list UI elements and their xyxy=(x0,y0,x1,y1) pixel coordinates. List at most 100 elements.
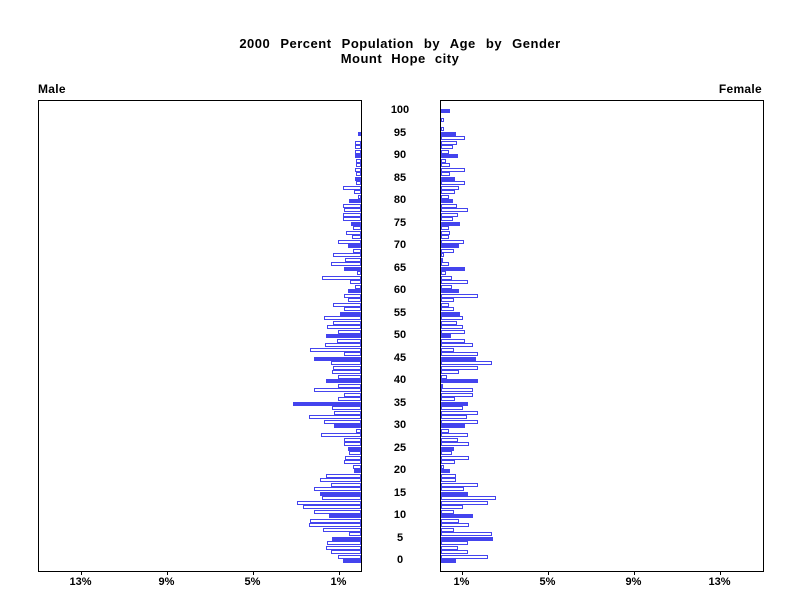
female-bar-age-36 xyxy=(441,397,456,401)
female-bar-age-76 xyxy=(441,217,453,221)
chart-subtitle: Mount Hope city xyxy=(340,51,460,66)
female-bar-age-60 xyxy=(441,289,460,293)
right-axis-tick-13% xyxy=(719,571,721,575)
male-bar-age-78 xyxy=(343,208,361,212)
male-bar-age-57 xyxy=(332,302,361,307)
female-bar-age-64 xyxy=(441,271,446,275)
male-bar-age-67 xyxy=(344,257,361,262)
male-bar-age-36 xyxy=(337,397,361,401)
male-bar-age-92 xyxy=(354,145,361,149)
male-bar-age-19 xyxy=(325,473,361,478)
age-tick-label-10: 10 xyxy=(393,509,407,521)
male-bar-age-25 xyxy=(348,446,361,451)
female-bar-age-59 xyxy=(441,293,478,298)
male-bar-age-75 xyxy=(350,221,361,226)
age-tick-label-45: 45 xyxy=(393,351,407,364)
male-bar-age-81 xyxy=(357,194,361,199)
female-bar-age-71 xyxy=(441,239,465,244)
chart-title: 2000 Percent Population by Age by Gender… xyxy=(0,36,800,66)
female-bar-age-19 xyxy=(441,473,457,478)
female-bar-age-40 xyxy=(441,379,478,383)
female-bar-age-44 xyxy=(441,361,492,365)
male-bar-age-15 xyxy=(320,491,361,496)
female-bar-age-18 xyxy=(441,478,457,482)
female-bar-age-21 xyxy=(441,464,445,469)
female-bar-age-41 xyxy=(441,374,448,379)
age-tick-label-50: 50 xyxy=(393,329,407,341)
female-bar-age-94 xyxy=(441,136,465,140)
male-bar-age-43 xyxy=(332,365,361,370)
chart-title-line1: 2000 Percent Population by Age by Gender xyxy=(239,36,561,51)
male-bar-age-16 xyxy=(314,487,361,491)
female-bar-age-27 xyxy=(441,437,458,442)
male-bar-age-64 xyxy=(356,271,361,275)
female-bar-age-90 xyxy=(441,154,458,158)
female-bar-age-72 xyxy=(441,235,449,239)
female-bar-age-55 xyxy=(441,311,461,316)
age-tick-label-60: 60 xyxy=(393,284,407,296)
age-tick-label-80: 80 xyxy=(393,194,407,206)
male-bar-age-18 xyxy=(320,478,361,482)
left-axis-label-5%: 5% xyxy=(244,576,261,588)
female-bar-age-95 xyxy=(441,131,457,136)
female-bar-age-78 xyxy=(441,208,469,212)
female-bar-age-54 xyxy=(441,316,463,320)
male-bar-age-30 xyxy=(333,424,361,428)
female-bar-age-91 xyxy=(441,149,449,154)
male-bar-age-17 xyxy=(330,482,361,487)
female-bar-age-13 xyxy=(441,500,488,505)
age-tick-label-70: 70 xyxy=(393,239,407,251)
right-axis-label-9%: 9% xyxy=(625,576,642,588)
female-bar-age-89 xyxy=(441,158,447,163)
female-bar-age-35 xyxy=(441,401,469,406)
female-bar-age-79 xyxy=(441,203,457,208)
male-bar-age-42 xyxy=(331,370,361,374)
age-tick-label-0: 0 xyxy=(396,554,404,566)
female-bar-age-37 xyxy=(441,392,473,397)
male-bar-age-79 xyxy=(342,203,361,208)
male-bar-age-76 xyxy=(342,217,361,221)
female-bar-age-57 xyxy=(441,302,449,307)
female-bar-age-11 xyxy=(441,509,455,514)
female-bar-age-1 xyxy=(441,554,488,559)
female-bar-age-85 xyxy=(441,176,455,181)
male-bar-age-80 xyxy=(349,199,361,203)
female-bar-age-42 xyxy=(441,370,460,374)
male-bar-age-54 xyxy=(324,316,361,320)
male-bar-age-49 xyxy=(337,338,361,343)
male-bar-age-1 xyxy=(337,554,361,559)
female-bar-age-24 xyxy=(441,451,452,455)
left-axis-label-9%: 9% xyxy=(158,576,175,588)
male-bar-age-84 xyxy=(356,181,361,185)
female-bar-age-31 xyxy=(441,419,478,424)
female-bar-age-73 xyxy=(441,230,451,235)
male-panel-label: Male xyxy=(38,82,66,96)
female-bar-age-82 xyxy=(441,190,455,194)
male-bar-age-93 xyxy=(354,140,361,145)
male-bar-age-87 xyxy=(354,167,361,172)
male-bar-age-4 xyxy=(327,541,361,545)
male-bar-age-51 xyxy=(337,329,361,334)
right-axis-tick-9% xyxy=(633,571,635,575)
female-bar-age-62 xyxy=(441,280,469,284)
male-bar-age-70 xyxy=(348,244,361,248)
female-bar-age-56 xyxy=(441,307,455,311)
male-bar-age-6 xyxy=(349,532,361,536)
female-bar-age-52 xyxy=(441,325,463,329)
female-bar-age-96 xyxy=(441,127,445,131)
male-bar-age-82 xyxy=(353,190,361,194)
female-bar-age-65 xyxy=(441,266,466,271)
female-bar-age-48 xyxy=(441,343,473,347)
female-bar-age-10 xyxy=(441,514,474,518)
left-axis-label-13%: 13% xyxy=(69,576,92,588)
female-bar-age-61 xyxy=(441,284,452,289)
female-bar-age-7 xyxy=(441,527,455,532)
male-bar-age-9 xyxy=(310,518,361,523)
male-bar-age-48 xyxy=(325,343,361,347)
female-bar-age-5 xyxy=(441,536,493,541)
male-bar-age-86 xyxy=(356,172,361,176)
male-bar-age-56 xyxy=(343,307,361,311)
female-bar-age-8 xyxy=(441,523,469,527)
female-bar-age-39 xyxy=(441,383,444,388)
left-axis-tick-13% xyxy=(80,571,82,575)
